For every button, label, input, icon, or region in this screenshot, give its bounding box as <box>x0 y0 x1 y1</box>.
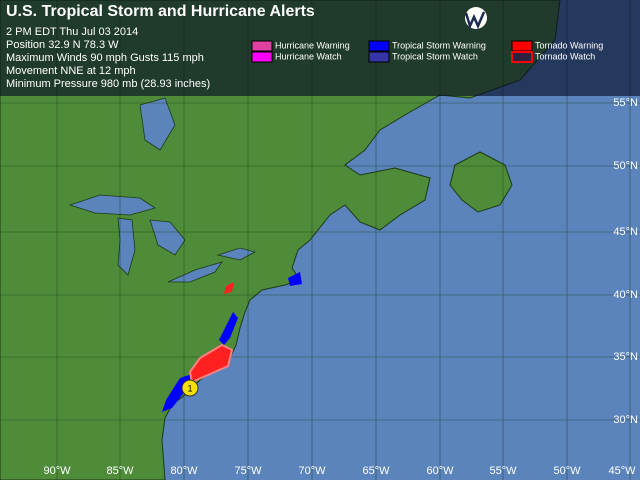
tornado-warning-area <box>188 343 234 384</box>
info-line: Position 32.9 N 78.3 W <box>6 39 119 51</box>
legend-label: Tropical Storm Watch <box>392 51 478 61</box>
legend-swatch <box>368 51 390 63</box>
lake-huron <box>149 219 186 256</box>
legend-swatch <box>368 40 390 52</box>
james-bay <box>139 97 176 151</box>
info-line: Minimum Pressure 980 mb (28.93 inches) <box>6 78 210 90</box>
longitude-label: 65°W <box>362 465 390 477</box>
latitude-label: 35°N <box>613 351 638 363</box>
longitude-labels: 90°W 85°W 80°W 75°W 70°W 65°W 60°W 55°W … <box>43 465 636 477</box>
tornado-warning-area <box>224 282 234 294</box>
title: U.S. Tropical Storm and Hurricane Alerts <box>6 3 315 20</box>
longitude-label: 45°W <box>608 465 636 477</box>
legend-label: Hurricane Watch <box>275 51 342 61</box>
latitude-labels: 55°N 50°N 45°N 40°N 35°N 30°N <box>613 97 638 426</box>
legend-label: Tornado Warning <box>535 40 603 50</box>
storm-marker <box>181 379 199 397</box>
latitude-label: 55°N <box>613 97 638 109</box>
longitude-label: 70°W <box>298 465 326 477</box>
legend-swatch <box>511 40 533 52</box>
legend-swatch <box>251 40 273 52</box>
newfoundland <box>449 151 513 213</box>
legend-swatch <box>251 51 273 63</box>
longitude-label: 90°W <box>43 465 71 477</box>
tropical-storm-warning-area <box>219 312 238 345</box>
lake-ontario <box>216 247 257 261</box>
legend-label: Hurricane Warning <box>275 40 350 50</box>
longitude-label: 75°W <box>234 465 262 477</box>
legend-label: Tornado Watch <box>535 51 595 61</box>
longitude-label: 60°W <box>426 465 454 477</box>
latitude-label: 50°N <box>613 160 638 172</box>
tropical-storm-warning-area <box>288 272 302 286</box>
legend: Hurricane Warning Hurricane Watch Tropic… <box>251 40 603 63</box>
latitude-label: 30°N <box>613 414 638 426</box>
longitude-label: 55°W <box>489 465 517 477</box>
logo-glyph <box>464 11 486 30</box>
info-line: 2 PM EDT Thu Jul 03 2014 <box>6 26 138 38</box>
storm-label: 1 <box>187 383 192 393</box>
info-line: Maximum Winds 90 mph Gusts 115 mph <box>6 52 204 64</box>
longitude-label: 85°W <box>106 465 134 477</box>
land <box>0 0 561 480</box>
latitude-label: 40°N <box>613 289 638 301</box>
lake-superior <box>68 194 156 216</box>
legend-label: Tropical Storm Warning <box>392 40 486 50</box>
latitude-label: 45°N <box>613 226 638 238</box>
logo <box>464 7 487 30</box>
longitude-label: 50°W <box>553 465 581 477</box>
lake-erie <box>167 261 223 283</box>
longitude-label: 80°W <box>170 465 198 477</box>
info-line: Movement NNE at 12 mph <box>6 65 136 77</box>
legend-swatch <box>511 51 533 63</box>
header-panel <box>0 0 640 96</box>
